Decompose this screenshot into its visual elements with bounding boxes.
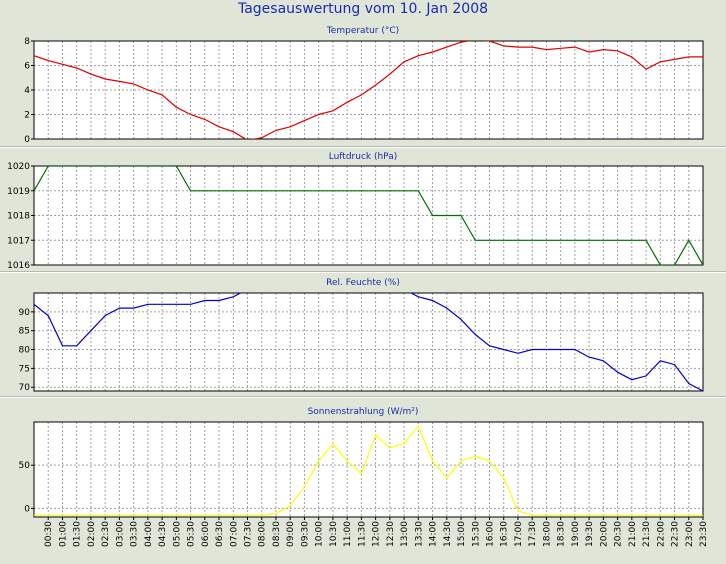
- panel-divider: [0, 271, 726, 273]
- x-tick-label: 06:00: [201, 521, 211, 547]
- x-tick-label: 23:00: [685, 521, 695, 547]
- x-tick-label: 14:30: [443, 521, 453, 547]
- x-tick-label: 11:00: [343, 521, 353, 547]
- plot-frame: [33, 421, 704, 518]
- plot-frame: [33, 292, 704, 392]
- x-tick-label: 13:30: [414, 521, 424, 547]
- x-tick-label: 03:00: [115, 521, 125, 547]
- x-tick-label: 13:00: [400, 521, 410, 547]
- y-tick-label: 0: [24, 504, 30, 514]
- x-tick-label: 18:30: [557, 521, 567, 547]
- x-tick-label: 07:00: [229, 521, 239, 547]
- x-tick-label: 20:30: [614, 521, 624, 547]
- y-tick-label: 2: [24, 111, 30, 121]
- x-tick-label: 17:30: [528, 521, 538, 547]
- series-line-humidity: [34, 293, 703, 391]
- x-tick-label: 04:30: [158, 521, 168, 547]
- chart-title-solar: Sonnenstrahlung (W/m²): [308, 407, 419, 417]
- x-tick-label: 10:00: [315, 521, 325, 547]
- x-tick-label: 10:30: [329, 521, 339, 547]
- chart-title-temperature: Temperatur (°C): [326, 26, 399, 36]
- x-tick-label: 19:30: [585, 521, 595, 547]
- x-tick-label: 06:30: [215, 521, 225, 547]
- x-tick-label: 08:00: [258, 521, 268, 547]
- y-tick-label: 50: [19, 461, 31, 471]
- plot-background: [34, 293, 703, 391]
- x-tick-label: 16:30: [500, 521, 510, 547]
- series-line-solar: [34, 425, 703, 516]
- chart-panel-solar: Sonnenstrahlung (W/m²) 0 50: [19, 407, 704, 518]
- x-tick-label: 19:00: [571, 521, 581, 547]
- y-tick-label: 1019: [7, 187, 30, 197]
- plot-frame: [33, 165, 704, 266]
- x-tick-label: 21:30: [642, 521, 652, 547]
- x-tick-label: 05:30: [187, 521, 197, 547]
- x-tick-label: 21:00: [628, 521, 638, 547]
- x-tick-label: 07:30: [244, 521, 254, 547]
- y-tick-label: 1018: [7, 212, 30, 222]
- chart-panel-pressure: Luftdruck (hPa) 1016 1017 1018 1019 1020: [7, 152, 704, 271]
- series-line-temperature: [34, 41, 703, 139]
- y-tick-label: 90: [19, 308, 31, 318]
- chart-title-humidity: Rel. Feuchte (%): [326, 278, 400, 288]
- x-tick-label: 22:00: [656, 521, 666, 547]
- x-tick-label: 23:30: [699, 521, 709, 547]
- y-tick-label: 4: [24, 86, 30, 96]
- y-tick-label: 70: [19, 383, 31, 393]
- x-tick-label: 17:00: [514, 521, 524, 547]
- panel-divider: [0, 396, 726, 398]
- x-tick-label: 12:30: [386, 521, 396, 547]
- x-tick-label: 18:00: [542, 521, 552, 547]
- chart-panel-temperature: Temperatur (°C) 0 2 4 6 8: [24, 26, 704, 145]
- x-tick-label: 02:00: [87, 521, 97, 547]
- y-tick-label: 6: [24, 62, 30, 72]
- x-tick-label: 22:30: [671, 521, 681, 547]
- y-tick-label: 85: [19, 327, 30, 337]
- plot-frame: [33, 40, 704, 140]
- y-tick-label: 80: [19, 346, 31, 356]
- y-tick-label: 1017: [7, 236, 30, 246]
- x-tick-label: 03:30: [130, 521, 140, 547]
- y-tick-label: 1016: [7, 261, 30, 271]
- series-line-pressure: [34, 166, 703, 265]
- x-tick-label: 08:30: [272, 521, 282, 547]
- x-tick-label: 02:30: [101, 521, 111, 547]
- y-tick-label: 8: [24, 37, 30, 47]
- x-tick-label: 16:00: [485, 521, 495, 547]
- x-tick-label: 05:00: [172, 521, 182, 547]
- x-tick-label: 00:30: [44, 521, 54, 547]
- chart-panel-humidity: Rel. Feuchte (%) 70 75 80 85 90: [19, 278, 704, 393]
- x-tick-label: 15:00: [457, 521, 467, 547]
- x-tick-label: 01:30: [73, 521, 83, 547]
- panel-divider: [0, 146, 726, 148]
- x-tick-label: 09:30: [300, 521, 310, 547]
- y-tick-label: 0: [24, 135, 30, 145]
- x-tick-label: 20:00: [599, 521, 609, 547]
- y-tick-label: 75: [19, 364, 30, 374]
- plot-background: [34, 422, 703, 517]
- x-tick-label: 01:00: [58, 521, 68, 547]
- chart-title-pressure: Luftdruck (hPa): [329, 152, 398, 162]
- x-tick-label: 11:30: [357, 521, 367, 547]
- x-tick-label: 14:00: [429, 521, 439, 547]
- x-tick-label: 15:30: [471, 521, 481, 547]
- page-title: Tagesauswertung vom 10. Jan 2008: [237, 1, 489, 17]
- x-tick-label: 12:00: [372, 521, 382, 547]
- x-tick-label: 09:00: [286, 521, 296, 547]
- y-tick-label: 1020: [7, 162, 30, 172]
- x-tick-label: 04:00: [144, 521, 154, 547]
